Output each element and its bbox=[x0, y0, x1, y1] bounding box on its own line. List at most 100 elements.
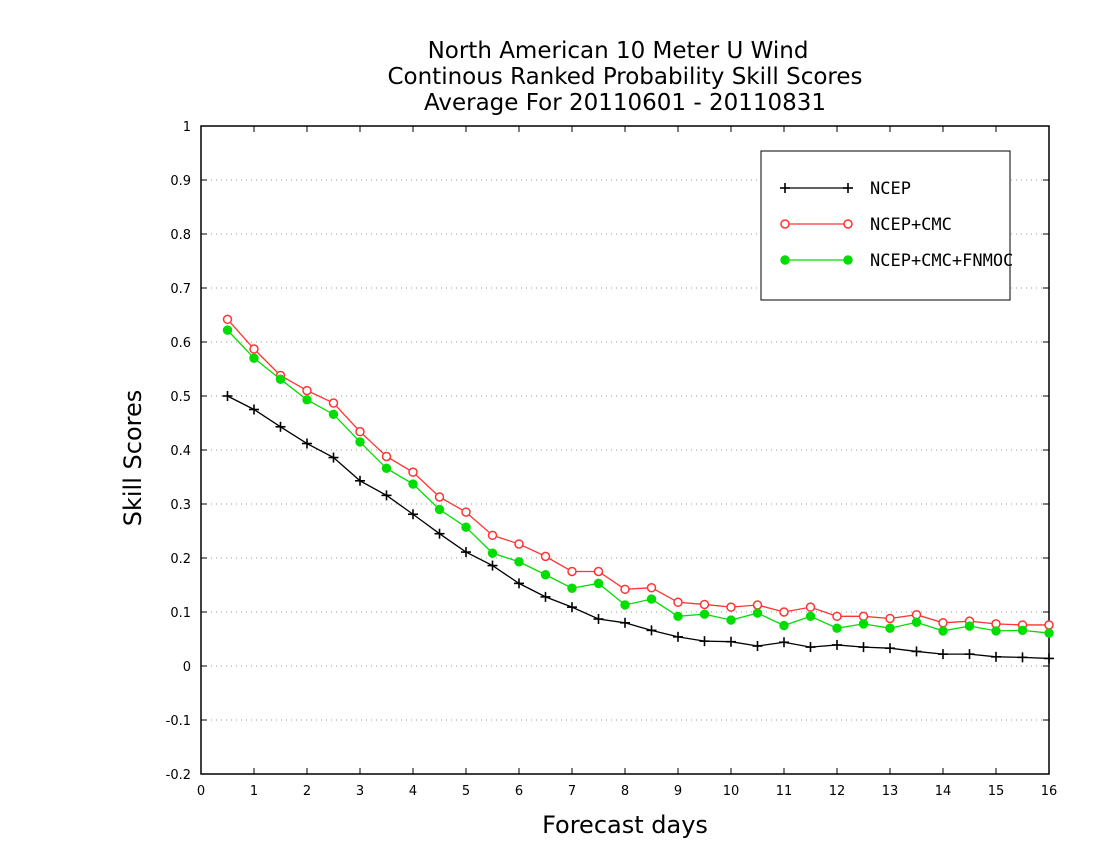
x-tick-label: 15 bbox=[988, 784, 1005, 799]
x-tick-label: 1 bbox=[250, 784, 258, 799]
data-point bbox=[381, 463, 392, 474]
data-point bbox=[408, 509, 418, 520]
y-tick-label: 0.4 bbox=[170, 444, 191, 459]
data-point bbox=[328, 452, 339, 463]
chart-title-line-1: North American 10 Meter U Wind bbox=[428, 38, 809, 64]
data-point bbox=[911, 609, 922, 620]
data-point bbox=[487, 530, 498, 541]
data-point bbox=[593, 614, 604, 625]
data-point bbox=[673, 631, 683, 642]
data-point bbox=[593, 578, 604, 589]
data-point bbox=[593, 566, 604, 577]
data-point bbox=[832, 623, 842, 633]
legend-label: NCEP+CMC+FNMOC bbox=[870, 251, 1013, 271]
data-point bbox=[355, 475, 365, 486]
data-point bbox=[646, 625, 657, 636]
data-point bbox=[699, 609, 710, 619]
legend-marker bbox=[780, 255, 790, 265]
x-tick-label: 7 bbox=[568, 784, 576, 799]
y-tick-label: 1 bbox=[183, 120, 191, 135]
data-point bbox=[434, 504, 445, 515]
data-point bbox=[408, 479, 418, 489]
data-point bbox=[567, 566, 577, 577]
data-point bbox=[805, 642, 816, 653]
data-point bbox=[408, 467, 418, 477]
data-point bbox=[328, 409, 339, 420]
legend-marker bbox=[780, 183, 790, 193]
data-point bbox=[885, 613, 895, 624]
legend-label: NCEP bbox=[870, 179, 911, 199]
data-point bbox=[964, 649, 975, 660]
chart-title-line-3: Average For 20110601 - 20110831 bbox=[424, 90, 826, 116]
data-point bbox=[249, 404, 259, 415]
y-tick-label: 0 bbox=[183, 660, 191, 675]
x-tick-label: 5 bbox=[462, 784, 470, 799]
data-point bbox=[567, 583, 577, 593]
y-tick-label: 0.7 bbox=[170, 282, 191, 297]
data-point bbox=[832, 639, 842, 650]
data-point bbox=[726, 615, 736, 625]
data-point bbox=[381, 451, 392, 462]
legend-marker bbox=[780, 219, 790, 229]
y-tick-label: -0.1 bbox=[166, 714, 191, 729]
data-point bbox=[779, 620, 789, 631]
x-tick-label: 8 bbox=[621, 784, 629, 799]
data-point bbox=[1017, 625, 1028, 636]
data-point bbox=[381, 490, 392, 501]
data-point bbox=[964, 621, 975, 631]
x-tick-label: 9 bbox=[674, 784, 682, 799]
data-point bbox=[461, 547, 471, 558]
data-point bbox=[222, 325, 233, 335]
data-point bbox=[858, 642, 869, 653]
data-point bbox=[461, 507, 471, 517]
legend-marker bbox=[843, 183, 853, 193]
data-point bbox=[567, 602, 577, 613]
data-point bbox=[646, 594, 657, 604]
x-tick-label: 13 bbox=[882, 784, 899, 799]
data-point bbox=[1017, 652, 1028, 663]
x-tick-label: 3 bbox=[356, 784, 364, 799]
legend-label: NCEP+CMC bbox=[870, 215, 952, 235]
data-point bbox=[487, 548, 498, 558]
data-point bbox=[752, 608, 763, 618]
legend: NCEP NCEP+CMC NCEP+CMC+FNMOC bbox=[760, 150, 1013, 301]
data-point bbox=[620, 600, 630, 610]
data-point bbox=[275, 374, 286, 384]
data-point bbox=[434, 528, 445, 539]
data-point bbox=[302, 385, 312, 396]
data-point bbox=[885, 643, 895, 654]
chart-title: North American 10 Meter U Wind Continous… bbox=[387, 38, 862, 116]
data-point bbox=[514, 557, 524, 567]
data-point bbox=[991, 651, 1001, 662]
data-point bbox=[249, 344, 259, 354]
legend-items: NCEP NCEP+CMC NCEP+CMC+FNMOC bbox=[780, 179, 1013, 271]
y-axis-label: Skill Scores bbox=[119, 390, 147, 527]
y-tick-label: 0.8 bbox=[170, 228, 191, 243]
data-point bbox=[620, 617, 630, 628]
x-tick-label: 6 bbox=[515, 784, 523, 799]
data-point bbox=[222, 391, 233, 401]
x-tick-label: 10 bbox=[723, 784, 740, 799]
data-point bbox=[355, 426, 365, 437]
x-tick-label: 2 bbox=[303, 784, 311, 799]
series-ncep-cmc-fnmoc bbox=[222, 325, 1054, 638]
legend-item: NCEP+CMC bbox=[780, 215, 952, 235]
data-point bbox=[540, 591, 551, 602]
data-point bbox=[540, 570, 551, 580]
x-tick-label: 0 bbox=[197, 784, 205, 799]
data-point bbox=[779, 637, 789, 648]
y-tick-label: -0.2 bbox=[166, 768, 191, 783]
legend-item: NCEP bbox=[780, 179, 911, 199]
data-point bbox=[620, 584, 630, 595]
data-point bbox=[1044, 620, 1054, 630]
data-point bbox=[514, 578, 524, 589]
data-point bbox=[355, 437, 365, 447]
data-point bbox=[673, 597, 683, 608]
data-point bbox=[805, 611, 816, 622]
x-axis-label: Forecast days bbox=[542, 811, 708, 839]
legend-marker bbox=[843, 255, 853, 265]
y-tick-label: 0.1 bbox=[170, 606, 191, 621]
y-tick-label: 0.2 bbox=[170, 552, 191, 567]
x-tick-label: 4 bbox=[409, 784, 417, 799]
x-tick-label: 11 bbox=[776, 784, 793, 799]
